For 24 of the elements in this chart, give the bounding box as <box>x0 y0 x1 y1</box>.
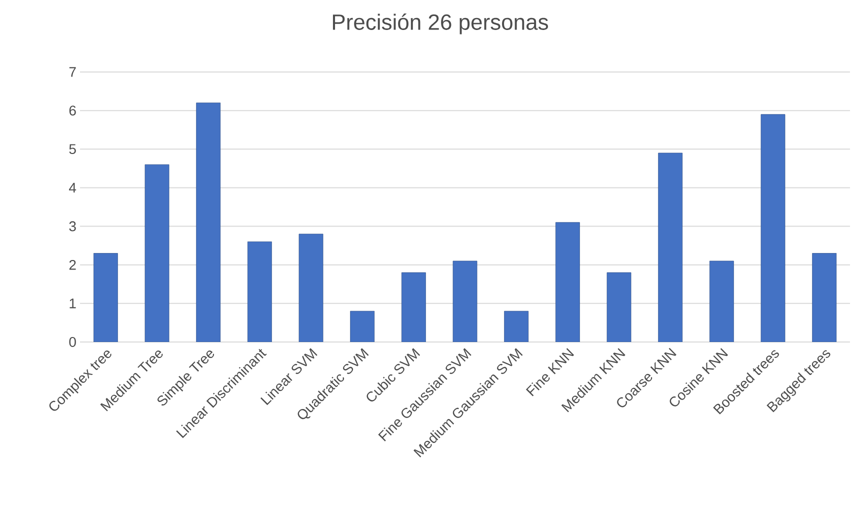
bar <box>298 234 324 342</box>
bar <box>760 114 786 342</box>
bar <box>93 253 118 342</box>
y-tick-label: 1 <box>70 298 76 308</box>
y-tick-label: 3 <box>69 221 76 232</box>
bar <box>452 260 478 342</box>
y-tick-label: 6 <box>69 106 76 116</box>
bar <box>350 310 375 342</box>
bar <box>658 152 683 342</box>
bar <box>504 310 529 342</box>
y-tick-label: 7 <box>69 67 76 77</box>
y-tick-label: 4 <box>69 182 76 193</box>
y-tick-label: 2 <box>69 260 76 270</box>
y-tick-label: 5 <box>69 144 76 154</box>
bar <box>555 222 580 342</box>
chart-title: Precisión 26 personas <box>332 14 548 34</box>
bar <box>812 253 837 342</box>
bar <box>709 260 734 342</box>
bar <box>401 272 426 342</box>
bar <box>247 242 272 342</box>
bar <box>196 102 221 342</box>
y-tick-label: 0 <box>69 337 76 347</box>
bar <box>144 164 170 342</box>
bar <box>606 272 632 342</box>
